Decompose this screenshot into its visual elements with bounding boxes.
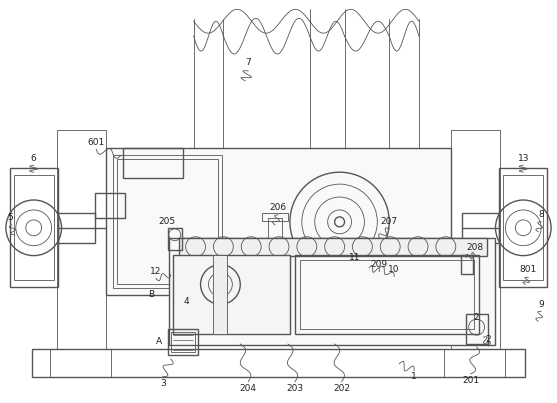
Text: 1: 1 [411, 372, 417, 381]
Bar [95, 193, 125, 218]
Bar [173, 255, 290, 334]
Text: 5: 5 [7, 213, 13, 222]
Bar [268, 218, 282, 238]
Bar [169, 238, 495, 345]
Bar [168, 228, 182, 250]
Text: 12: 12 [150, 267, 162, 276]
Text: B: B [148, 290, 154, 299]
Bar [504, 175, 543, 280]
Text: 3: 3 [160, 379, 165, 388]
Text: 209: 209 [371, 260, 388, 269]
Bar [262, 213, 288, 221]
Text: 204: 204 [240, 384, 257, 393]
Bar [295, 255, 478, 334]
Text: 10: 10 [388, 265, 400, 274]
Text: 601: 601 [87, 138, 105, 147]
Bar [168, 329, 198, 355]
Bar [466, 314, 487, 344]
Text: 8: 8 [538, 210, 544, 219]
Bar [123, 148, 183, 178]
Text: 6: 6 [31, 154, 37, 163]
Text: 206: 206 [270, 204, 286, 212]
Text: 9: 9 [538, 300, 544, 309]
Bar [213, 255, 227, 334]
Text: 801: 801 [520, 265, 537, 274]
Text: 201: 201 [462, 376, 479, 385]
Bar [50, 349, 111, 377]
Bar [10, 168, 57, 287]
Bar [300, 260, 473, 329]
Text: 205: 205 [158, 217, 175, 226]
Bar [14, 175, 53, 280]
Bar [451, 131, 500, 349]
Text: 207: 207 [380, 217, 398, 226]
Bar [171, 332, 194, 352]
Bar [461, 255, 473, 274]
Bar [57, 131, 106, 349]
Bar [462, 213, 500, 243]
Text: 11: 11 [349, 253, 360, 262]
Text: 4: 4 [184, 297, 189, 306]
Text: 7: 7 [245, 58, 251, 67]
Bar [32, 349, 525, 377]
Bar [444, 349, 505, 377]
Text: 2: 2 [486, 334, 491, 343]
Bar [500, 168, 547, 287]
Text: A: A [156, 337, 162, 345]
Bar [57, 213, 95, 243]
Bar [106, 148, 451, 295]
Bar [113, 155, 222, 289]
Text: 202: 202 [333, 384, 350, 393]
Bar [179, 238, 487, 256]
Bar [117, 159, 218, 285]
Text: 13: 13 [517, 154, 529, 163]
Text: 2: 2 [474, 313, 480, 322]
Text: 203: 203 [286, 384, 304, 393]
Text: 208: 208 [466, 243, 483, 252]
